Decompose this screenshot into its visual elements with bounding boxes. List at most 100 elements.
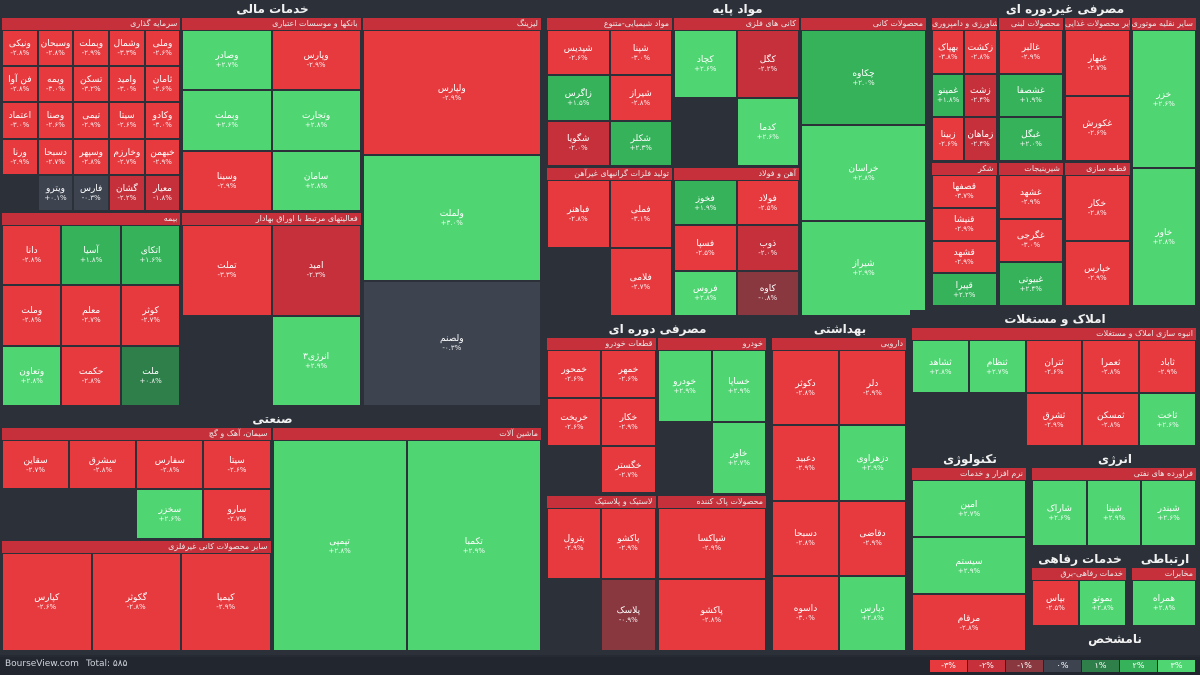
group-title[interactable]: بیمه [2,213,181,225]
stock-tile[interactable]: ورنا -۲.۹% [2,138,38,175]
stock-tile[interactable]: وشمال -۳.۳% [109,30,145,67]
stock-tile[interactable]: فملی -۳.۱% [609,180,672,248]
stock-tile[interactable]: زشت -۲.۴% [964,73,997,118]
sector-title[interactable]: بهداشتی [813,322,867,336]
stock-tile[interactable]: سقاین -۲.۷% [2,440,70,490]
stock-tile[interactable]: وسینا -۲.۹% [182,150,272,211]
stock-tile[interactable]: زاگرس +۱.۵% [547,75,610,121]
stock-tile[interactable]: داسوه -۳.۰% [772,575,839,651]
stock-tile[interactable]: دکوثر -۲.۸% [772,350,839,426]
group-title[interactable]: سرمایه گذاری [2,18,181,30]
stock-tile[interactable]: کچاد +۲.۶% [674,30,737,98]
stock-tile[interactable]: وپارس -۲.۹% [271,30,361,91]
stock-tile[interactable]: خمهر -۲.۶% [601,350,656,398]
stock-tile[interactable]: وخارزم -۲.۷% [109,138,145,175]
stock-tile[interactable]: فسپا -۲.۵% [674,225,737,271]
stock-tile[interactable]: کیمیا -۲.۹% [181,552,271,651]
group-title[interactable]: سایر نقلیه موتوری [1131,18,1196,30]
stock-tile[interactable]: شپنا -۳.۰% [609,30,672,76]
stock-tile[interactable]: شاراک +۲.۶% [1032,480,1087,546]
stock-tile[interactable]: غشهد -۲.۹% [998,175,1063,219]
stock-tile[interactable]: ولصنم -۰.۳% [362,280,541,406]
stock-tile[interactable]: وملی -۲.۶% [144,30,181,67]
stock-tile[interactable]: فروس +۲.۸% [674,270,737,316]
stock-tile[interactable]: زبینا -۲.۶% [932,117,965,161]
stock-tile[interactable]: فارس -۰.۳% [73,174,109,211]
stock-tile[interactable]: وصنا -۲.۶% [37,102,74,139]
stock-tile[interactable]: سیتا -۲.۶% [203,440,271,490]
stock-tile[interactable]: ذوب -۲.۰% [736,225,799,271]
stock-tile[interactable]: دزهراوی +۲.۹% [839,425,906,501]
stock-tile[interactable]: پترول -۲.۹% [547,507,602,580]
stock-tile[interactable]: ویمه -۳.۰% [37,66,74,103]
sector-title[interactable]: خدمات رفاهی [1038,552,1122,566]
group-title[interactable]: آهن و فولاد [674,168,799,180]
sector-title[interactable]: مصرفی دوره ای [608,322,707,336]
group-title[interactable]: سیمان، آهک و گچ [2,428,271,440]
stock-tile[interactable]: ثعمرا -۲.۸% [1082,340,1140,393]
stock-tile[interactable]: امین +۲.۷% [912,480,1026,537]
stock-tile[interactable]: زکشت -۲.۸% [964,30,997,74]
stock-tile[interactable]: بهپاک -۳.۸% [932,30,965,74]
group-title[interactable]: محصولات پاک کننده [657,495,766,508]
stock-tile[interactable]: ملت +۰.۸% [120,345,181,406]
stock-tile[interactable]: پاکشو -۲.۹% [601,507,656,580]
stock-tile[interactable]: خپارس -۲.۹% [1065,240,1130,306]
stock-tile[interactable]: چکاوه +۲.۰% [801,30,926,126]
stock-tile[interactable]: پاکشو -۲.۸% [657,579,766,651]
stock-tile[interactable]: معیار -۱.۸% [144,174,181,211]
stock-tile[interactable]: قصفها -۳.۷% [932,175,997,208]
stock-tile[interactable]: حکمت -۲.۸% [61,345,121,406]
stock-tile[interactable]: شگویا -۲.۰% [547,120,610,166]
stock-tile[interactable]: ویترو +۰.۱% [37,174,74,211]
stock-tile[interactable]: غکورش -۲.۶% [1065,95,1130,161]
stock-tile[interactable]: پلاسک -۰.۹% [601,579,656,651]
stock-tile[interactable]: شیراز -۲.۸% [609,75,672,121]
group-title[interactable]: محصولات کشاورزی و دامپروری [932,18,997,30]
stock-tile[interactable]: دقاضی -۲.۹% [839,500,906,576]
stock-tile[interactable]: غشصفا +۱.۹% [998,73,1063,118]
stock-tile[interactable]: وبملت +۲.۶% [182,90,272,151]
stock-tile[interactable]: خگستر -۲.۷% [601,445,656,494]
stock-tile[interactable]: دانا -۲.۸% [2,225,62,286]
stock-tile[interactable]: آسیا +۱.۸% [61,225,121,286]
stock-tile[interactable]: فلامی -۲.۷% [609,248,672,316]
stock-tile[interactable]: وکادو -۳.۰% [144,102,181,139]
stock-tile[interactable]: قپیرا +۲.۲% [932,273,997,306]
group-title[interactable]: شیرینیجات [998,163,1063,175]
stock-tile[interactable]: خبهمن -۲.۹% [144,138,181,175]
stock-tile[interactable]: غالبر -۲.۹% [998,30,1063,74]
stock-tile[interactable]: همراه +۲.۸% [1132,580,1196,626]
stock-tile[interactable]: مرقام -۲.۸% [912,594,1026,651]
stock-tile[interactable]: خاور +۲.۷% [711,421,766,494]
stock-tile[interactable]: غبگل +۲.۰% [998,117,1063,161]
group-title[interactable]: سایر محصولات کانی غیرفلزی [2,540,271,553]
stock-tile[interactable]: وبملت -۲.۹% [73,30,109,67]
stock-tile[interactable]: ثامان -۲.۶% [144,66,181,103]
stock-tile[interactable]: خزر +۲.۶% [1131,30,1196,168]
stock-tile[interactable]: انرژی۳ +۲.۹% [271,315,361,406]
stock-tile[interactable]: ثنظام +۲.۷% [968,340,1026,393]
sector-title[interactable]: مواد پایه [712,2,763,16]
stock-tile[interactable]: وصادر +۲.۷% [182,30,272,91]
group-title[interactable]: نرم افزار و خدمات [912,468,1026,480]
sector-title[interactable]: ارتباطی [1140,552,1190,566]
group-title[interactable]: قطعه سازی [1065,163,1130,175]
stock-tile[interactable]: خاور +۲.۸% [1131,168,1196,306]
stock-tile[interactable]: دلر -۲.۹% [839,350,906,426]
group-title[interactable]: کانی های فلزی [674,18,799,30]
stock-tile[interactable]: سیستم +۲.۹% [912,537,1026,594]
sector-title[interactable]: املاک و مستغلات [1004,312,1106,326]
sector-title[interactable]: تکنولوژی [943,452,997,466]
stock-tile[interactable]: شیراز +۲.۹% [801,220,926,316]
stock-tile[interactable]: شبندر +۲.۶% [1141,480,1196,546]
stock-tile[interactable]: کوثر -۲.۷% [120,285,181,346]
stock-tile[interactable]: وامید -۳.۰% [109,66,145,103]
stock-tile[interactable]: کدما +۲.۶% [736,98,799,166]
stock-tile[interactable]: ثاباد -۲.۹% [1139,340,1196,393]
stock-tile[interactable]: وسبحان -۲.۸% [37,30,74,67]
group-title[interactable]: سایر محصولات غذایی [1065,18,1130,30]
stock-tile[interactable]: وسپهر -۲.۸% [73,138,109,175]
group-title[interactable]: لاستیک و پلاستیک [547,495,656,508]
stock-tile[interactable]: فولاد -۲.۵% [736,180,799,226]
